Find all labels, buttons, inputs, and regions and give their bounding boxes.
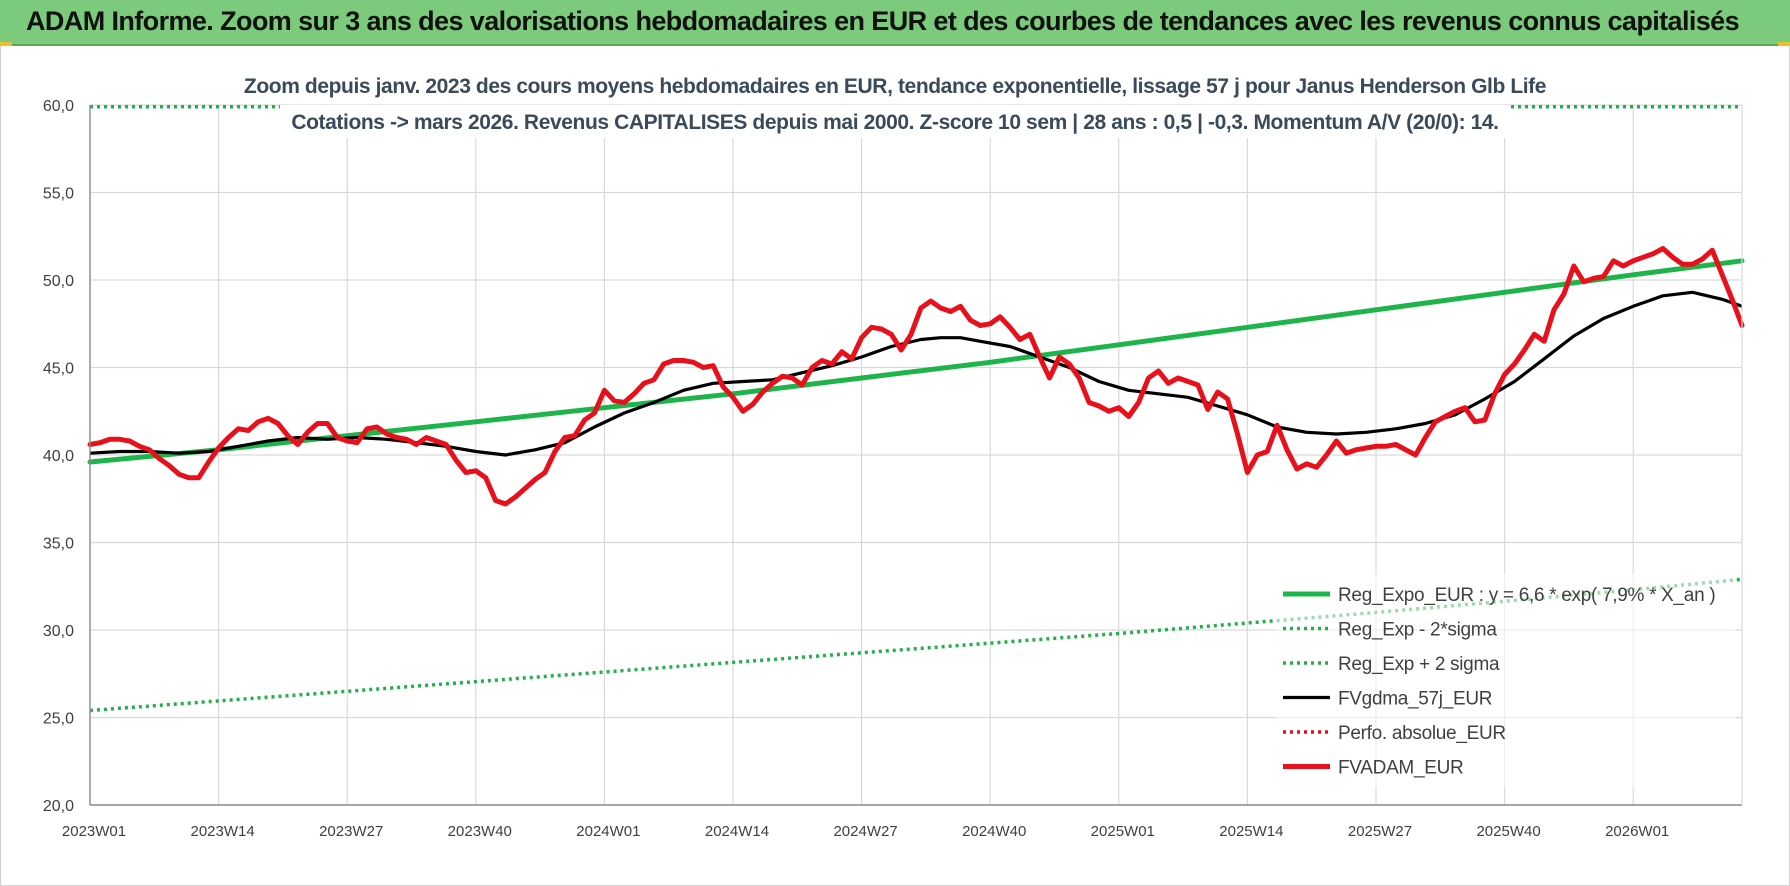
legend: Reg_Expo_EUR : y = 6,6 * exp( 7,9% * X_a…	[1275, 574, 1735, 787]
x-tick-label: 2024W40	[962, 823, 1026, 840]
series-line-fvgdma-57j-eur	[89, 290, 1743, 457]
banner: ADAM Informe. Zoom sur 3 ans des valoris…	[0, 0, 1790, 46]
legend-background	[1275, 574, 1735, 787]
chart-title: Zoom depuis janv. 2023 des cours moyens …	[244, 69, 1546, 138]
y-tick-label: 20,0	[43, 798, 74, 815]
x-tick-label: 2025W14	[1219, 823, 1283, 840]
corner-marker	[0, 42, 12, 46]
x-tick-label: 2025W27	[1348, 823, 1412, 840]
x-tick-label: 2024W27	[833, 823, 897, 840]
x-tick-label: 2025W01	[1091, 823, 1155, 840]
series-line-reg-expo-eur	[87, 258, 1745, 465]
y-tick-label: 60,0	[43, 98, 74, 115]
y-tick-label: 30,0	[43, 623, 74, 640]
title-background	[245, 69, 1545, 102]
legend-label: Reg_Expo_EUR : y = 6,6 * exp( 7,9% * X_a…	[1338, 585, 1715, 606]
x-tick-label: 2024W14	[705, 823, 769, 840]
y-tick-label: 50,0	[43, 273, 74, 290]
axis-layer: 20,0 25,0 30,0 35,0 40,0 45,0 50,0 55,0 60,0 2023…	[43, 98, 1743, 840]
chart-title-line: Cotations -> mars 2026. Revenus CAPITALI…	[291, 111, 1498, 134]
legend-label: Reg_Exp + 2 sigma	[1338, 654, 1500, 675]
x-tick-label: 2023W14	[190, 823, 254, 840]
legend-label: FVgdma_57j_EUR	[1338, 689, 1492, 710]
x-tick-label: 2025W40	[1476, 823, 1540, 840]
corner-marker	[1778, 42, 1790, 46]
y-tick-label: 45,0	[43, 361, 74, 378]
chart-title-line: Zoom depuis janv. 2023 des cours moyens …	[244, 75, 1546, 98]
y-tick-label: 40,0	[43, 448, 74, 465]
y-tick-label: 55,0	[43, 186, 74, 203]
x-tick-label: 2023W40	[448, 823, 512, 840]
legend-label: FVADAM_EUR	[1338, 758, 1463, 779]
x-tick-label: 2024W01	[576, 823, 640, 840]
banner-title: ADAM Informe. Zoom sur 3 ans des valoris…	[26, 6, 1740, 36]
legend-label: Perfo. absolue_EUR	[1338, 723, 1506, 744]
series-line-fvadam-eur	[87, 246, 1745, 507]
x-tick-label: 2023W27	[319, 823, 383, 840]
x-tick-label: 2023W01	[62, 823, 126, 840]
y-tick-label: 25,0	[43, 711, 74, 728]
legend-label: Reg_Exp - 2*sigma	[1338, 620, 1497, 641]
y-tick-label: 35,0	[43, 536, 74, 553]
x-tick-label: 2026W01	[1605, 823, 1669, 840]
title-background	[280, 105, 1510, 138]
